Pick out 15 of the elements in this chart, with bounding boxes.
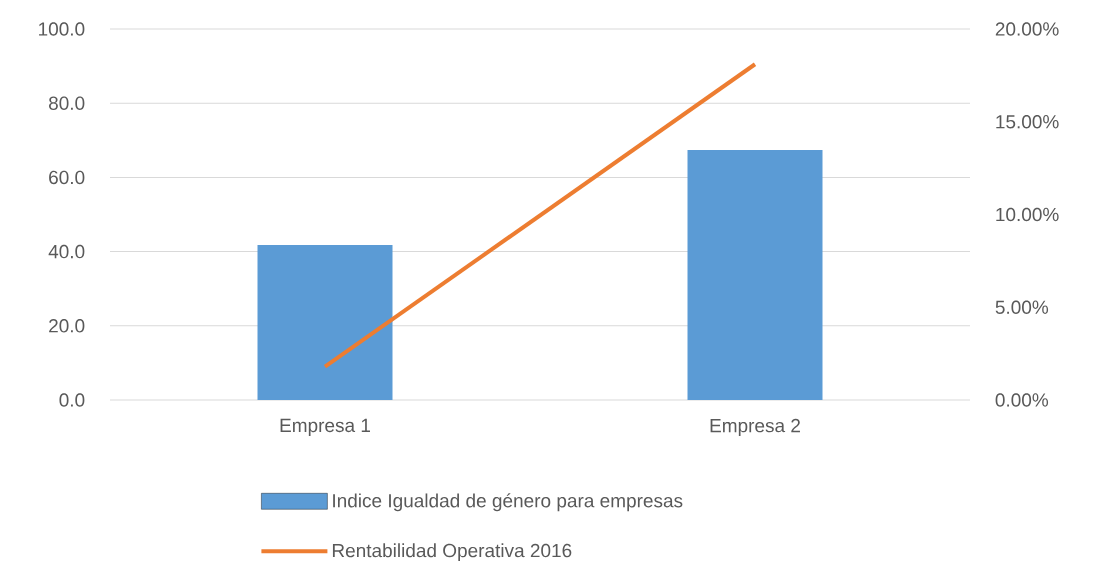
y-tick-label: 100.0 xyxy=(39,22,85,36)
y2-tick-label: 10.00% xyxy=(996,207,1059,222)
y-tick-label: 60.0 xyxy=(49,170,85,185)
y-tick-label: 0.0 xyxy=(59,393,85,407)
y2-tick-label: 0.00% xyxy=(995,393,1049,407)
y2-tick-label: 20.00% xyxy=(995,22,1059,36)
y-tick-label: 40.0 xyxy=(48,244,85,259)
y2-tick-label: 5.00% xyxy=(995,300,1049,314)
x-tick-label: Empresa 2 xyxy=(710,418,800,437)
y-tick-label: 80.0 xyxy=(48,96,85,110)
x-tick-label: Empresa 1 xyxy=(280,418,370,436)
y-tick-label: 20.0 xyxy=(49,319,85,333)
legend-label: Indice Igualdad de género para empresas xyxy=(333,493,683,512)
y2-tick-label: 15.00% xyxy=(996,115,1059,129)
legend-label: Rentabilidad Operativa 2016 xyxy=(332,543,572,562)
